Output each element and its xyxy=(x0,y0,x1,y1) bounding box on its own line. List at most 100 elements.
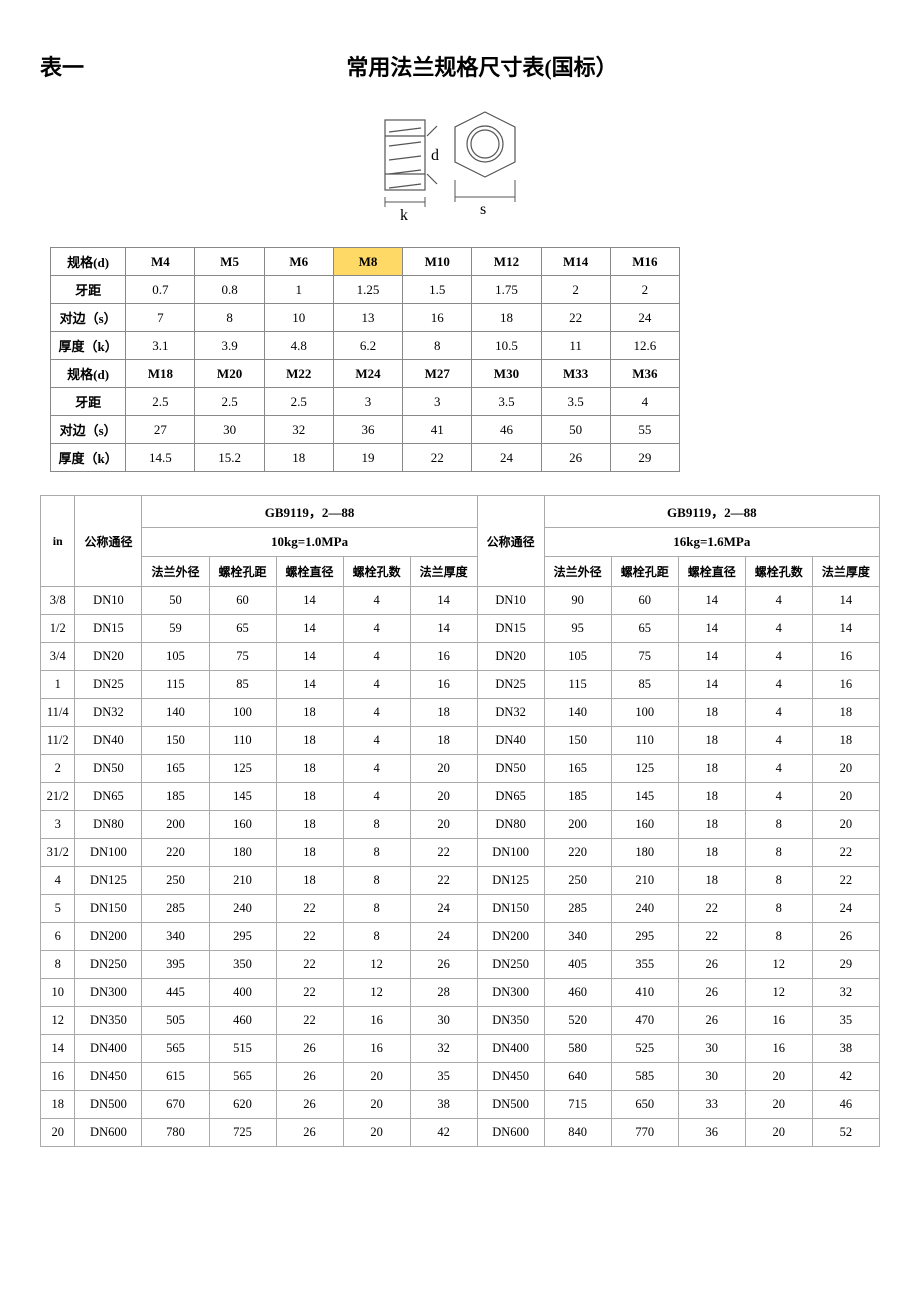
flange-cell: 26 xyxy=(276,1119,343,1147)
flange-cell: 26 xyxy=(276,1063,343,1091)
nut-cell: M10 xyxy=(403,248,472,276)
flange-cell: DN150 xyxy=(75,895,142,923)
flange-cell: 75 xyxy=(611,643,678,671)
flange-cell: 725 xyxy=(209,1119,276,1147)
flange-cell: 14 xyxy=(410,615,477,643)
flange-cell: 38 xyxy=(812,1035,879,1063)
flange-cell: 20 xyxy=(343,1063,410,1091)
flange-cell: DN200 xyxy=(75,923,142,951)
nut-cell: M6 xyxy=(264,248,333,276)
flange-cell: 100 xyxy=(611,699,678,727)
flange-cell: 180 xyxy=(209,839,276,867)
nut-cell: 24 xyxy=(610,304,679,332)
flange-cell: DN20 xyxy=(477,643,544,671)
gb-right: GB9119，2—88 xyxy=(544,496,879,528)
flange-cell: 585 xyxy=(611,1063,678,1091)
nut-cell: M8 xyxy=(333,248,402,276)
flange-cell: 20 xyxy=(745,1119,812,1147)
flange-cell: 3/4 xyxy=(41,643,75,671)
nut-diagram: d k s xyxy=(40,102,880,237)
flange-cell: 20 xyxy=(812,755,879,783)
flange-cell: 515 xyxy=(209,1035,276,1063)
nut-cell: M30 xyxy=(472,360,541,388)
flange-cell: 8 xyxy=(745,895,812,923)
flange-cell: 1/2 xyxy=(41,615,75,643)
flange-cell: 36 xyxy=(678,1119,745,1147)
flange-cell: 46 xyxy=(812,1091,879,1119)
flange-cell: 4 xyxy=(745,643,812,671)
nut-spec-table-1: 规格(d)M4M5M6M8M10M12M14M16牙距0.70.811.251.… xyxy=(50,247,680,360)
flange-cell: 26 xyxy=(276,1035,343,1063)
flange-cell: 20 xyxy=(410,783,477,811)
flange-cell: 18 xyxy=(678,811,745,839)
flange-cell: 26 xyxy=(812,923,879,951)
flange-cell: 35 xyxy=(812,1007,879,1035)
flange-cell: 75 xyxy=(209,643,276,671)
flange-cell: 8 xyxy=(745,811,812,839)
flange-col-header: 螺栓直径 xyxy=(678,557,745,587)
nut-row-label: 牙距 xyxy=(51,388,126,416)
flange-cell: 285 xyxy=(142,895,209,923)
flange-cell: 18 xyxy=(678,867,745,895)
flange-cell: 12 xyxy=(745,979,812,1007)
flange-cell: 20 xyxy=(343,1119,410,1147)
flange-cell: 8 xyxy=(745,923,812,951)
nut-cell: M24 xyxy=(333,360,402,388)
nut-cell: 3.5 xyxy=(472,388,541,416)
gb-left: GB9119，2—88 xyxy=(142,496,477,528)
flange-cell: 8 xyxy=(41,951,75,979)
nut-cell: 18 xyxy=(264,444,333,472)
flange-col-header: 法兰厚度 xyxy=(812,557,879,587)
flange-cell: 20 xyxy=(745,1063,812,1091)
flange-cell: 20 xyxy=(343,1091,410,1119)
flange-cell: 18 xyxy=(276,811,343,839)
flange-cell: DN25 xyxy=(477,671,544,699)
flange-cell: DN450 xyxy=(75,1063,142,1091)
nut-row-label: 规格(d) xyxy=(51,248,126,276)
nut-row-label: 规格(d) xyxy=(51,360,126,388)
flange-cell: 22 xyxy=(678,895,745,923)
flange-cell: 145 xyxy=(209,783,276,811)
flange-cell: 670 xyxy=(142,1091,209,1119)
flange-cell: 85 xyxy=(209,671,276,699)
flange-cell: 4 xyxy=(745,615,812,643)
flange-cell: 565 xyxy=(142,1035,209,1063)
flange-cell: 4 xyxy=(41,867,75,895)
flange-cell: 4 xyxy=(343,783,410,811)
nut-cell: M20 xyxy=(195,360,264,388)
flange-cell: 105 xyxy=(142,643,209,671)
flange-col-header: 法兰厚度 xyxy=(410,557,477,587)
flange-cell: 18 xyxy=(276,867,343,895)
nut-spec-table-2: 规格(d)M18M20M22M24M27M30M33M36牙距2.52.52.5… xyxy=(50,359,680,472)
flange-cell: DN100 xyxy=(477,839,544,867)
flange-cell: 525 xyxy=(611,1035,678,1063)
flange-cell: DN65 xyxy=(75,783,142,811)
nut-cell: M16 xyxy=(610,248,679,276)
flange-cell: DN10 xyxy=(477,587,544,615)
flange-cell: DN65 xyxy=(477,783,544,811)
flange-cell: 18 xyxy=(678,699,745,727)
flange-cell: 140 xyxy=(142,699,209,727)
k-label: k xyxy=(400,207,408,224)
flange-cell: DN600 xyxy=(75,1119,142,1147)
flange-cell: 240 xyxy=(209,895,276,923)
flange-cell: 14 xyxy=(276,671,343,699)
flange-cell: DN500 xyxy=(477,1091,544,1119)
flange-cell: 140 xyxy=(544,699,611,727)
flange-cell: 210 xyxy=(209,867,276,895)
flange-cell: 18 xyxy=(276,699,343,727)
flange-cell: 200 xyxy=(142,811,209,839)
flange-cell: 22 xyxy=(276,1007,343,1035)
nut-cell: 36 xyxy=(333,416,402,444)
nut-cell: 24 xyxy=(472,444,541,472)
flange-cell: 26 xyxy=(678,979,745,1007)
nut-cell: 10.5 xyxy=(472,332,541,360)
flange-cell: 18 xyxy=(812,699,879,727)
flange-cell: 24 xyxy=(410,895,477,923)
nut-row-label: 厚度（k） xyxy=(51,332,126,360)
flange-cell: 580 xyxy=(544,1035,611,1063)
flange-cell: 20 xyxy=(745,1091,812,1119)
flange-cell: 8 xyxy=(745,839,812,867)
flange-cell: 3/8 xyxy=(41,587,75,615)
flange-col-header: 螺栓直径 xyxy=(276,557,343,587)
